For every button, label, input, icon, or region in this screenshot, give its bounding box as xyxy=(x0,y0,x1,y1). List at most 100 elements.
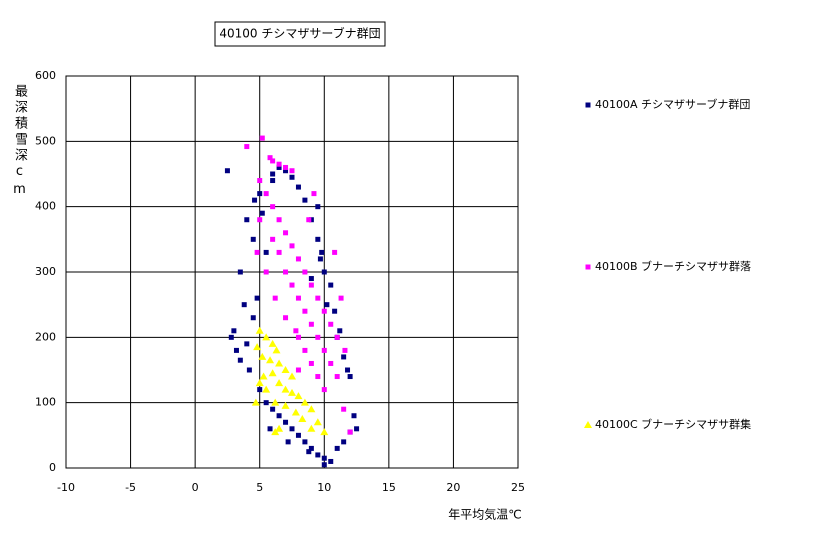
point xyxy=(334,374,340,380)
point xyxy=(254,295,260,301)
point xyxy=(293,328,299,334)
point xyxy=(338,295,344,301)
point xyxy=(257,387,263,393)
y-tick-label: 0 xyxy=(49,461,56,474)
x-tick-label: -5 xyxy=(125,481,136,494)
point xyxy=(311,191,317,197)
point xyxy=(255,326,264,334)
y-axis-label: 最深積雪深cm xyxy=(12,84,27,200)
point xyxy=(341,439,347,445)
point xyxy=(270,204,276,210)
point xyxy=(345,367,351,373)
point xyxy=(281,385,290,393)
point xyxy=(275,424,284,432)
point xyxy=(328,282,334,288)
point xyxy=(295,334,301,340)
point xyxy=(295,256,301,262)
point xyxy=(302,347,308,353)
title-box xyxy=(214,21,386,47)
point xyxy=(253,343,262,351)
point xyxy=(334,445,340,451)
point xyxy=(302,197,308,203)
point xyxy=(270,158,276,164)
point xyxy=(294,392,303,400)
x-tick-label: -10 xyxy=(57,481,75,494)
x-tick-label: 5 xyxy=(256,481,263,494)
point xyxy=(259,210,265,216)
legend-label: 40100A チシマザサーブナ群団 xyxy=(595,97,750,111)
point xyxy=(300,398,309,406)
point xyxy=(254,249,260,255)
point xyxy=(231,328,237,334)
y-tick-label: 600 xyxy=(35,69,56,82)
point xyxy=(307,424,316,432)
point xyxy=(266,356,275,364)
point xyxy=(341,406,347,412)
point xyxy=(332,308,338,314)
point xyxy=(263,249,269,255)
x-tick-label: 20 xyxy=(446,481,460,494)
point xyxy=(263,191,269,197)
point xyxy=(270,236,276,242)
point xyxy=(288,372,296,380)
point xyxy=(321,462,327,468)
point xyxy=(320,428,329,436)
y-tick-label: 200 xyxy=(35,330,56,343)
x-axis-label: 年平均気温℃ xyxy=(448,507,521,522)
point xyxy=(302,308,308,314)
legend-label: 40100C ブナーチシマザサ群集 xyxy=(595,417,751,431)
point xyxy=(271,428,280,436)
point xyxy=(315,452,321,458)
point xyxy=(319,249,325,255)
point xyxy=(328,458,334,464)
point xyxy=(308,360,314,366)
point xyxy=(321,455,327,461)
point xyxy=(289,282,295,288)
point xyxy=(228,334,234,340)
point xyxy=(267,155,273,161)
legend-marker xyxy=(585,264,591,270)
point xyxy=(321,308,327,314)
point xyxy=(275,359,284,367)
y-tick-label: 500 xyxy=(35,134,56,147)
point xyxy=(246,367,252,373)
point xyxy=(306,449,312,455)
point xyxy=(308,445,314,451)
point xyxy=(307,405,316,413)
point xyxy=(342,347,348,353)
point xyxy=(257,191,263,197)
point xyxy=(271,398,280,406)
y-tick-label: 400 xyxy=(35,200,56,213)
point xyxy=(244,144,250,150)
point xyxy=(244,217,250,223)
point xyxy=(263,269,269,275)
point xyxy=(241,302,247,308)
point xyxy=(295,432,301,438)
point xyxy=(285,439,291,445)
point xyxy=(281,401,290,409)
point xyxy=(276,161,282,167)
point xyxy=(281,366,290,373)
point xyxy=(315,334,321,340)
point xyxy=(283,269,289,275)
point xyxy=(270,171,276,177)
point xyxy=(291,408,300,416)
point xyxy=(315,374,321,380)
point xyxy=(288,388,296,396)
point xyxy=(313,418,322,426)
point xyxy=(259,372,268,380)
legend-marker xyxy=(584,421,592,428)
point xyxy=(328,360,334,366)
point xyxy=(283,168,289,174)
x-tick-label: 25 xyxy=(511,481,525,494)
point xyxy=(283,164,289,170)
point xyxy=(237,269,243,275)
point xyxy=(251,398,260,406)
point xyxy=(250,315,256,321)
x-tick-label: 0 xyxy=(192,481,199,494)
point xyxy=(351,413,357,419)
point xyxy=(270,406,276,412)
point xyxy=(283,315,289,321)
point xyxy=(255,379,264,387)
